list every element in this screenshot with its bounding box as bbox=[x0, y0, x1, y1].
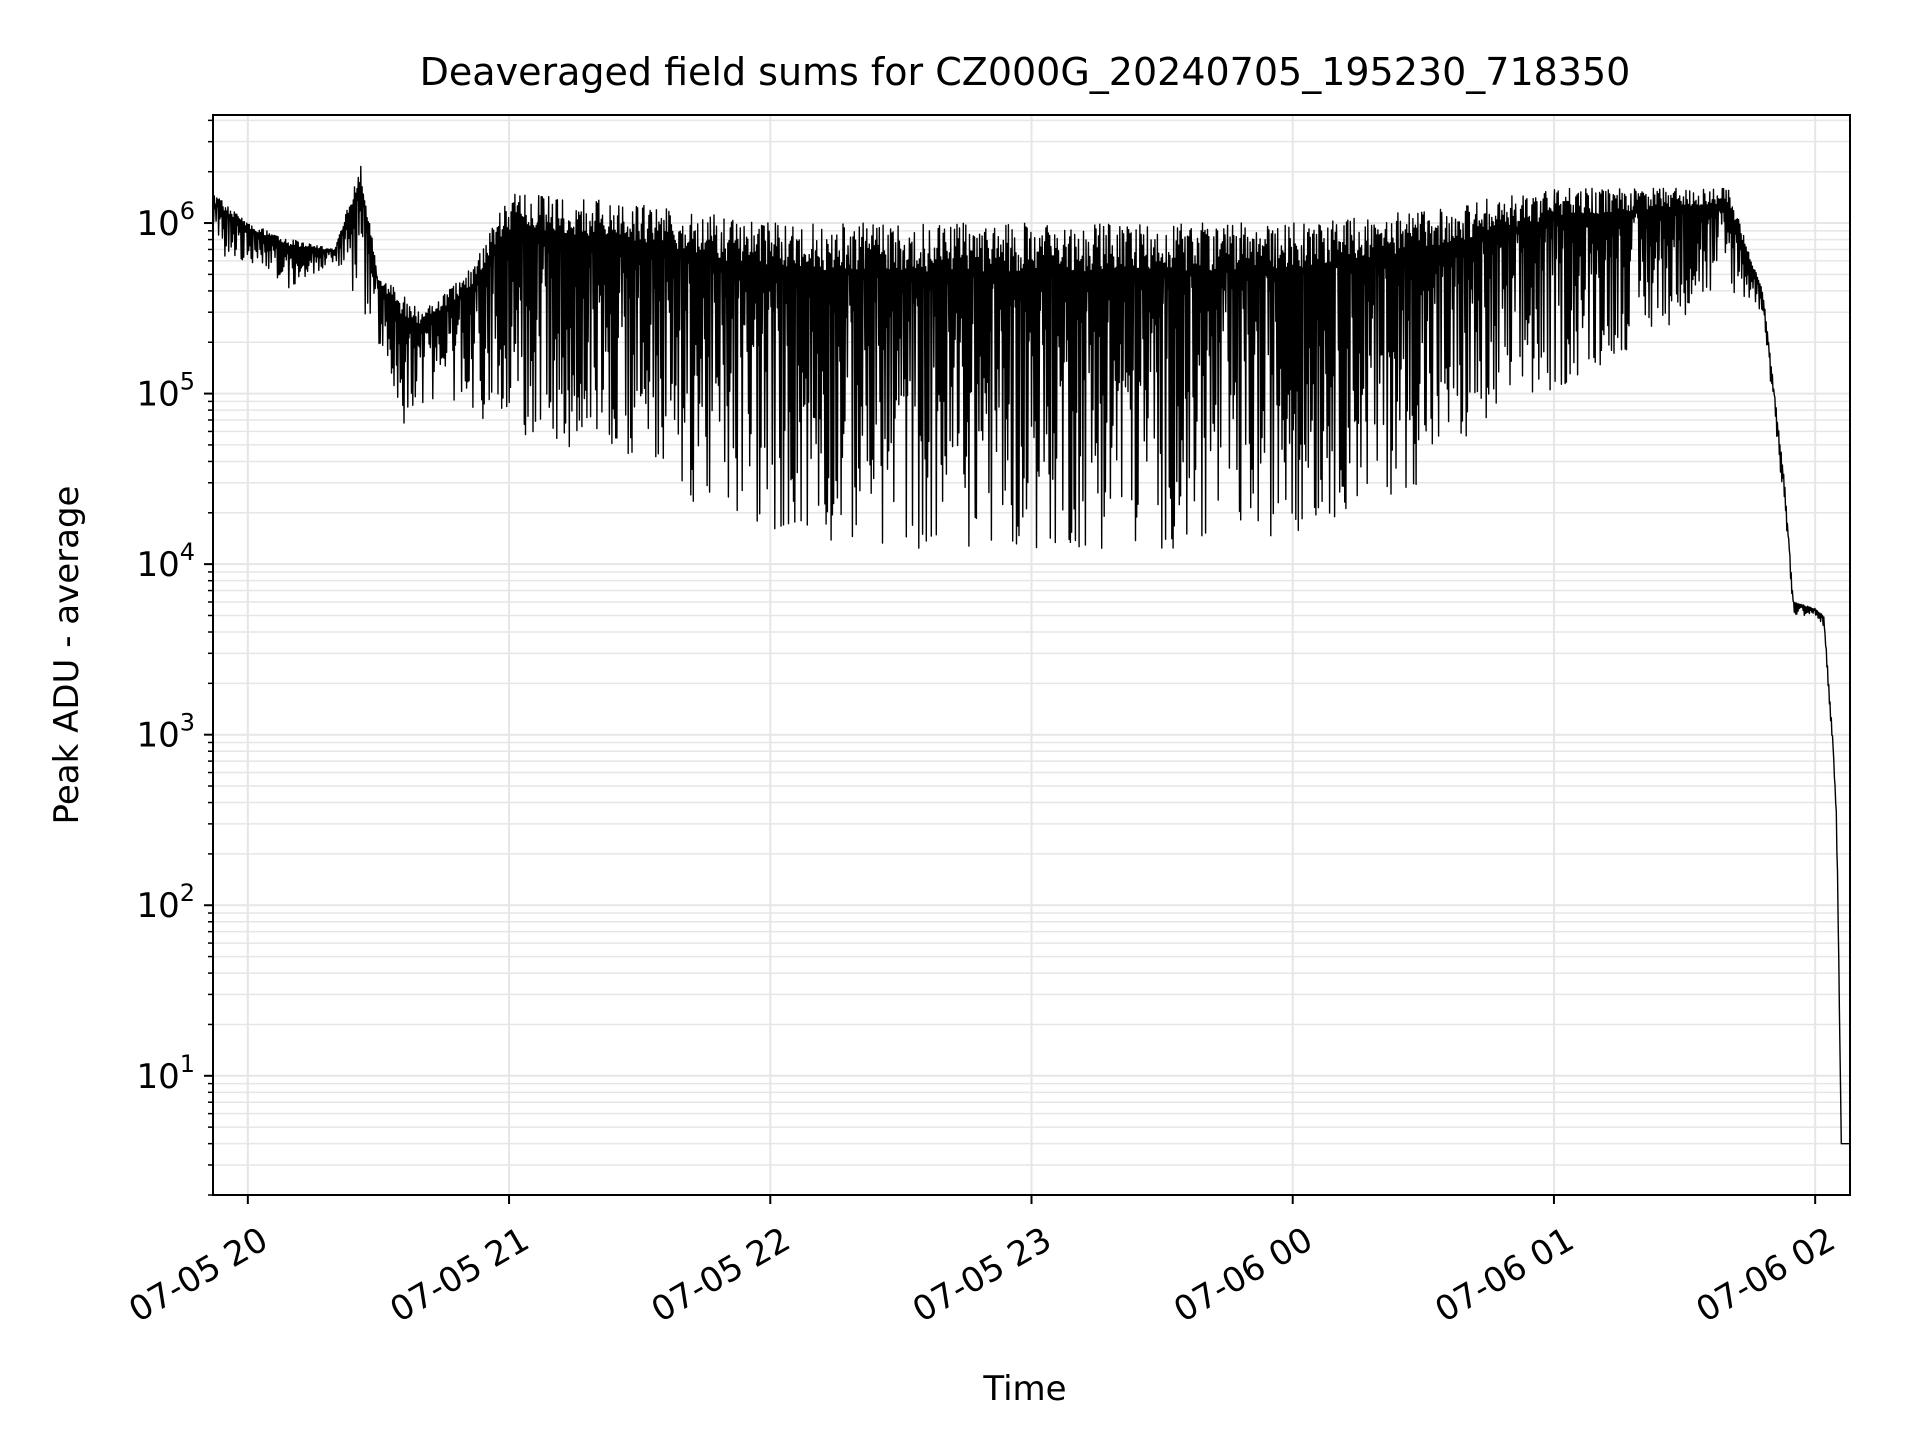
y-tick-label: 105 bbox=[136, 368, 195, 415]
y-tick-label: 104 bbox=[136, 538, 195, 585]
y-axis: 101 102 103 104 105 106 bbox=[136, 119, 213, 1196]
series-line bbox=[212, 165, 1850, 1145]
chart-title: Deaveraged field sums for CZ000G_2024070… bbox=[420, 50, 1631, 94]
y-axis-label: Peak ADU - average bbox=[47, 486, 87, 825]
series-layer bbox=[212, 165, 1850, 1145]
y-tick-label: 106 bbox=[136, 197, 195, 244]
y-tick-label: 102 bbox=[136, 879, 195, 926]
x-axis-label: Time bbox=[982, 1369, 1066, 1409]
y-tick-label: 101 bbox=[136, 1050, 195, 1097]
y-tick-label: 103 bbox=[136, 709, 195, 756]
grid bbox=[213, 115, 1850, 1196]
